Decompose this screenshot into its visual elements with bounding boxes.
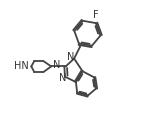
- Text: HN: HN: [14, 61, 29, 71]
- Text: N: N: [59, 73, 66, 83]
- Text: N: N: [53, 61, 60, 71]
- Text: N: N: [67, 52, 75, 62]
- Text: F: F: [93, 10, 99, 20]
